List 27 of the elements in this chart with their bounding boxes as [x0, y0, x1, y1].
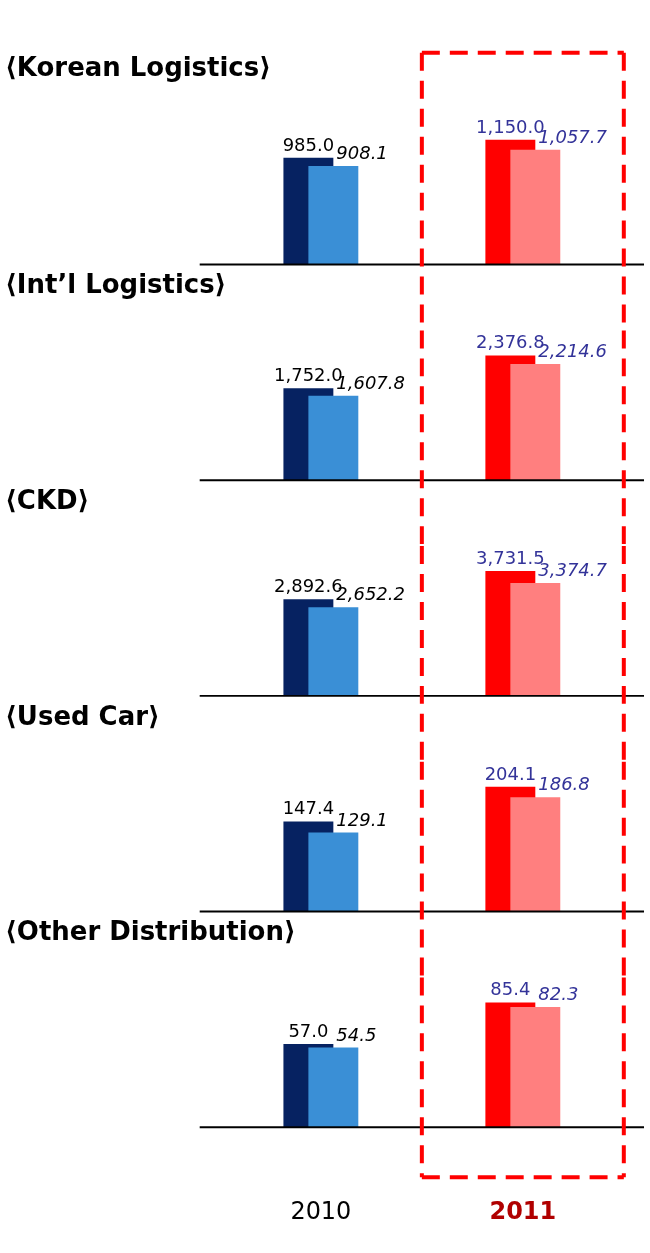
data-label: 985.0: [282, 133, 335, 155]
bar: [308, 607, 359, 696]
data-label: 147.4: [282, 797, 335, 819]
data-label: 204.1: [484, 762, 537, 784]
bar: [308, 165, 359, 265]
bar: [510, 1006, 561, 1128]
data-label: 57.0: [288, 1019, 329, 1041]
data-label: 85.4: [490, 978, 531, 1000]
bar: [308, 1047, 359, 1128]
data-label: 908.1: [336, 141, 388, 163]
chart-title: ⟨CKD⟩: [4, 485, 90, 516]
chart-title: ⟨Korean Logistics⟩: [4, 51, 272, 82]
data-label: 82.3: [538, 982, 579, 1004]
x-tick-label: 2010: [290, 1196, 352, 1225]
x-tick-label: 2011: [489, 1196, 557, 1225]
data-label: 54.5: [336, 1023, 377, 1045]
bar: [510, 583, 561, 696]
chart-title: ⟨Used Car⟩: [4, 700, 160, 731]
bar: [510, 797, 561, 912]
data-label: 186.8: [538, 773, 590, 795]
bar: [510, 149, 561, 265]
data-label: 129.1: [336, 808, 388, 830]
chart-title: ⟨Int’l Logistics⟩: [4, 269, 227, 300]
bar: [510, 363, 561, 481]
chart-title: ⟨Other Distribution⟩: [4, 916, 296, 947]
bar: [308, 395, 359, 481]
bar: [308, 832, 359, 912]
